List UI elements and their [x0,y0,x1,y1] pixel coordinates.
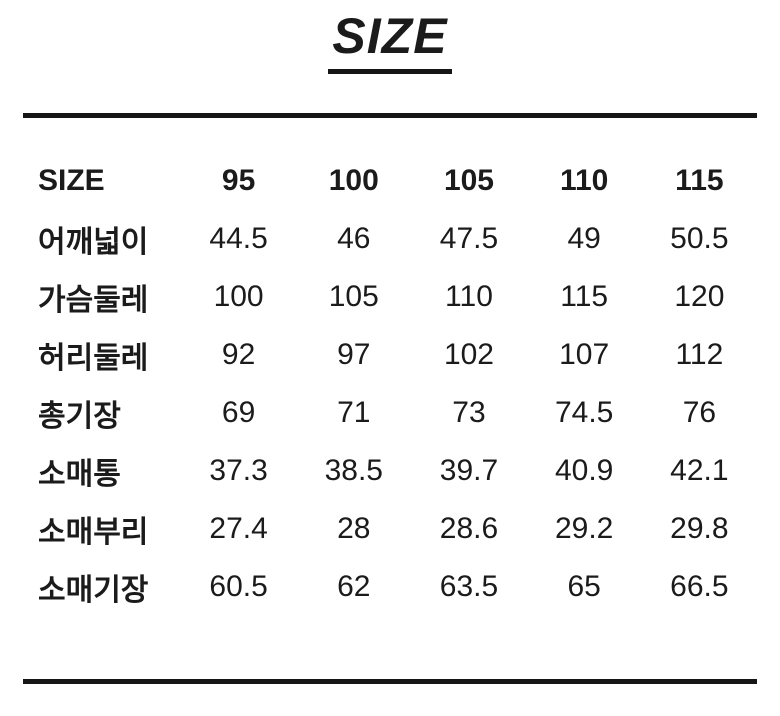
table-cell: 42.1 [670,454,729,487]
row-label: 소매통 [38,458,121,491]
table-cell: 102 [443,338,494,371]
table-row-chest: 가슴둘레 100 105 110 115 120 [23,268,757,326]
table-cell: 38.5 [324,454,383,487]
table-cell: 49 [567,222,601,255]
column-header-size: SIZE [38,164,105,197]
table-cell: 37.3 [209,454,268,487]
column-header-110: 110 [559,164,609,197]
table-cell: 27.4 [209,512,268,545]
column-header-105: 105 [443,164,494,197]
table-cell: 71 [337,396,371,429]
table-cell: 44.5 [209,222,268,255]
size-table: SIZE 95 100 105 110 115 어깨넓이 44.5 46 47.… [23,152,757,616]
table-row-waist: 허리둘레 92 97 102 107 112 [23,326,757,384]
table-cell: 69 [221,396,256,429]
table-cell: 112 [675,338,724,371]
table-cell: 28.6 [439,512,499,545]
top-rule [23,113,757,118]
table-header-row: SIZE 95 100 105 110 115 [23,152,757,210]
table-cell: 66.5 [670,570,729,603]
row-label: 어깨넓이 [38,226,149,259]
table-cell: 100 [213,280,264,313]
table-row-sleeve-width: 소매통 37.3 38.5 39.7 40.9 42.1 [23,442,757,500]
table-cell: 40.9 [554,454,614,487]
table-cell: 50.5 [670,222,729,255]
table-cell: 39.7 [439,454,499,487]
page-title-wrap: SIZE [0,10,780,74]
table-cell: 65 [567,570,601,603]
table-cell: 29.8 [670,512,729,545]
row-label: 소매기장 [38,574,149,607]
table-cell: 107 [559,338,610,371]
row-label: 가슴둘레 [38,284,149,317]
table-cell: 47.5 [439,222,499,255]
table-cell: 115 [560,280,609,313]
table-cell: 110 [445,280,493,313]
table-cell: 28 [337,512,371,545]
table-row-sleeve-cuff: 소매부리 27.4 28 28.6 29.2 29.8 [23,500,757,558]
row-label: 소매부리 [38,516,149,549]
page-title: SIZE [328,10,452,74]
table-cell: 29.2 [554,512,614,545]
table-row-shoulder-width: 어깨넓이 44.5 46 47.5 49 50.5 [23,210,757,268]
table-row-total-length: 총기장 69 71 73 74.5 76 [23,384,757,442]
table-cell: 46 [337,222,371,255]
table-cell: 76 [682,396,717,429]
table-cell: 62 [337,570,371,603]
table-cell: 120 [674,280,725,313]
column-header-115: 115 [675,164,724,197]
table-cell: 60.5 [209,570,268,603]
bottom-rule [23,679,757,684]
table-cell: 105 [328,280,379,313]
table-cell: 97 [337,338,371,371]
row-label: 총기장 [38,400,121,433]
table-cell: 92 [221,338,256,371]
table-cell: 63.5 [439,570,499,603]
row-label: 허리둘레 [38,342,149,375]
column-header-95: 95 [221,164,256,197]
table-cell: 74.5 [554,396,614,429]
column-header-100: 100 [328,164,379,197]
table-row-sleeve-length: 소매기장 60.5 62 63.5 65 66.5 [23,558,757,616]
table-cell: 73 [452,396,486,429]
